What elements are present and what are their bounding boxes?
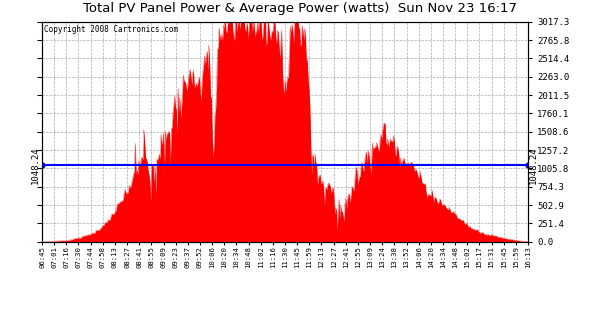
Text: 1048.24: 1048.24 xyxy=(529,147,538,184)
Text: Total PV Panel Power & Average Power (watts)  Sun Nov 23 16:17: Total PV Panel Power & Average Power (wa… xyxy=(83,2,517,15)
Text: Copyright 2008 Cartronics.com: Copyright 2008 Cartronics.com xyxy=(44,25,179,34)
Text: 1048.24: 1048.24 xyxy=(31,147,40,184)
